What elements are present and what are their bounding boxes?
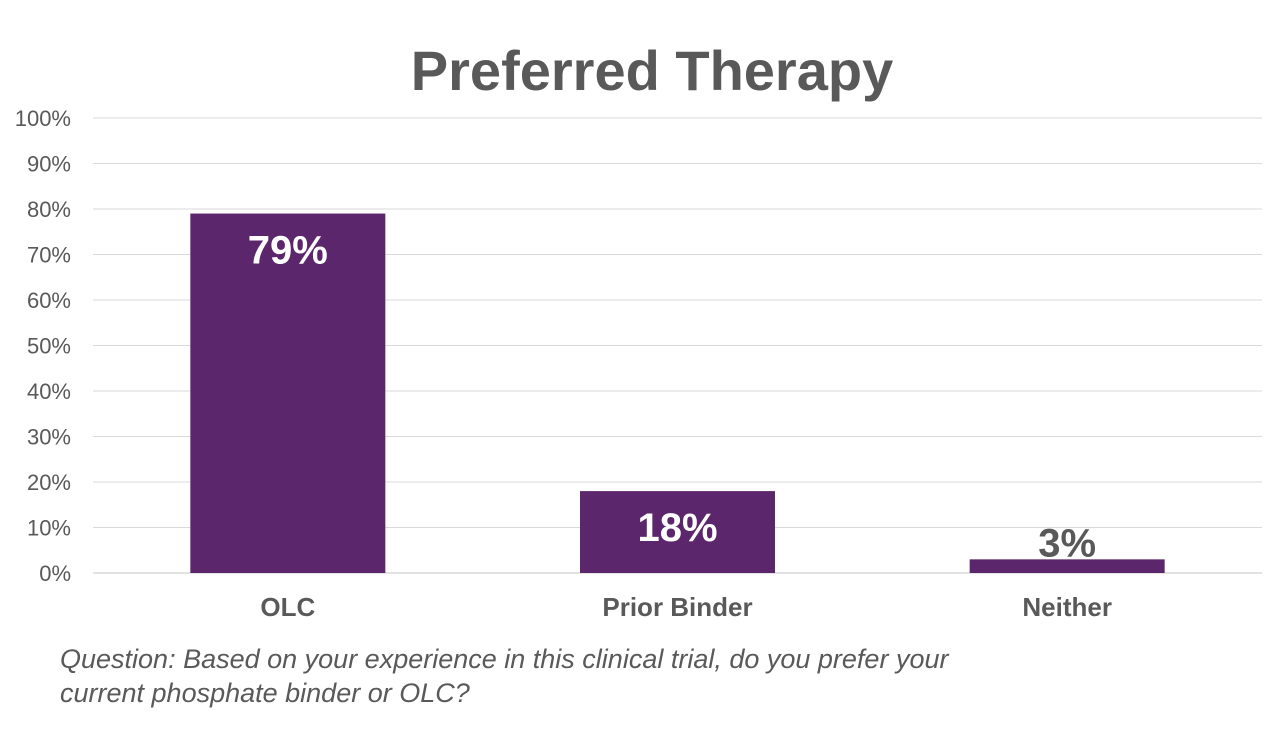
data-label: 3% [1038,521,1096,565]
bar [190,213,386,574]
y-tick-label: 0% [39,561,71,586]
x-tick-label: Prior Binder [602,592,752,622]
x-tick-label: Neither [1022,592,1112,622]
chart-title: Preferred Therapy [410,39,894,102]
y-tick-label: 100% [15,106,71,131]
data-labels: 79% 18% 3% [248,229,1096,566]
y-tick-label: 30% [27,425,71,450]
y-tick-label: 20% [27,470,71,495]
bar [580,491,775,573]
bars [190,213,1165,574]
y-tick-label: 10% [27,516,71,541]
bar-chart: 0% 10% 20% 30% 40% 50% 60% 70% 80% 90% 100% 79% 18%… [15,106,1262,622]
bar [969,559,1165,573]
data-label: 79% [248,229,328,273]
y-tick-label: 60% [27,288,71,313]
y-tick-label: 40% [27,379,71,404]
y-tick-label: 50% [27,334,71,359]
question-footnote: Question: Based on your experience in th… [60,642,1160,710]
x-axis-ticks: OLC Prior Binder Neither [260,592,1112,622]
y-axis-ticks: 0% 10% 20% 30% 40% 50% 60% 70% 80% 90% 100% [15,106,71,586]
question-line-2: current phosphate binder or OLC? [60,678,470,708]
question-line-1: Question: Based on your experience in th… [60,644,949,674]
x-tick-label: OLC [260,592,315,622]
y-tick-label: 70% [27,243,71,268]
data-label: 18% [637,506,717,550]
y-tick-label: 80% [27,197,71,222]
y-tick-label: 90% [27,152,71,177]
